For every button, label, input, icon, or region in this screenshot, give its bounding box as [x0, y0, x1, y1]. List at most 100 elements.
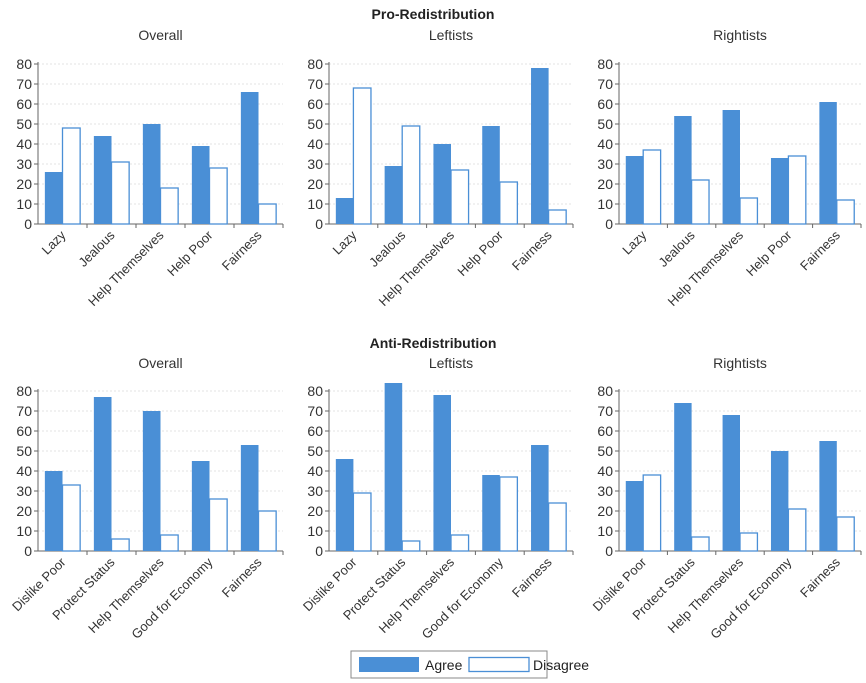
y-tick-label: 70 — [307, 403, 323, 419]
bar-disagree — [208, 167, 228, 225]
category-label: Good for Economy — [419, 554, 507, 642]
category-label: Lazy — [329, 227, 359, 257]
y-tick-label: 80 — [597, 383, 613, 399]
y-tick-label: 50 — [307, 116, 323, 132]
bar-disagree — [257, 510, 277, 552]
section-title-anti: Anti-Redistribution — [370, 335, 497, 351]
bar-agree — [531, 68, 549, 224]
bar-disagree — [836, 199, 855, 225]
y-tick-label: 40 — [16, 136, 32, 152]
bar-agree — [674, 403, 692, 551]
y-tick-label: 70 — [16, 76, 32, 92]
chart-panel: Overall 0 10 20 30 40 50 60 70 80 Lazy Jealous Help … — [16, 27, 284, 309]
bar-disagree — [401, 125, 421, 225]
bar-disagree — [61, 484, 81, 552]
bar-disagree — [159, 534, 179, 552]
panel-title: Rightists — [713, 355, 767, 371]
y-tick-label: 30 — [597, 156, 613, 172]
category-label: Good for Economy — [707, 554, 795, 642]
bar-disagree — [547, 502, 567, 552]
y-tick-label: 50 — [307, 443, 323, 459]
y-tick-label: 40 — [307, 463, 323, 479]
y-tick-label: 10 — [597, 523, 613, 539]
category-label: Fairness — [797, 227, 843, 273]
bar-disagree — [547, 209, 567, 225]
y-tick-label: 60 — [597, 96, 613, 112]
y-tick-label: 30 — [16, 156, 32, 172]
bar-agree — [335, 198, 354, 224]
bar-agree — [44, 471, 63, 551]
bar-disagree — [642, 474, 662, 552]
bar-agree — [191, 461, 210, 551]
bar-disagree — [159, 187, 179, 225]
bar-agree — [722, 110, 740, 224]
y-tick-label: 50 — [16, 443, 32, 459]
category-label: Fairness — [509, 227, 555, 273]
category-label: Good for Economy — [128, 554, 216, 642]
y-tick-label: 20 — [307, 176, 323, 192]
bar-disagree — [450, 169, 470, 225]
category-label: Help Poor — [743, 227, 795, 279]
category-label: Fairness — [219, 554, 265, 600]
y-tick-label: 0 — [315, 543, 323, 559]
bar-disagree — [208, 498, 228, 552]
bar-disagree — [110, 538, 130, 552]
chart-panel: Leftists 0 10 20 30 40 50 60 70 80 Lazy Jealous Help… — [307, 27, 574, 309]
bar-agree — [433, 395, 451, 551]
bar-agree — [240, 445, 259, 551]
bar-disagree — [499, 476, 519, 552]
bar-disagree — [787, 508, 807, 552]
bar-disagree — [257, 203, 277, 225]
legend: Agree Disagree — [350, 650, 589, 679]
category-label: Fairness — [219, 227, 265, 273]
category-label: Jealous — [366, 227, 409, 270]
bar-agree — [819, 102, 837, 224]
bar-disagree — [739, 532, 759, 552]
bar-agree — [384, 383, 403, 551]
panel-title: Rightists — [713, 27, 767, 43]
y-tick-label: 40 — [597, 136, 613, 152]
y-tick-label: 40 — [597, 463, 613, 479]
bar-disagree — [352, 492, 372, 552]
y-tick-label: 80 — [307, 56, 323, 72]
y-tick-label: 70 — [597, 403, 613, 419]
bar-disagree — [642, 149, 662, 225]
bar-disagree — [450, 534, 470, 552]
y-tick-label: 60 — [16, 96, 32, 112]
y-tick-label: 20 — [597, 503, 613, 519]
y-tick-label: 30 — [597, 483, 613, 499]
y-tick-label: 0 — [605, 216, 613, 232]
y-tick-label: 50 — [597, 443, 613, 459]
y-tick-label: 50 — [16, 116, 32, 132]
panel-title: Leftists — [429, 27, 473, 43]
y-tick-label: 10 — [307, 196, 323, 212]
y-tick-label: 70 — [16, 403, 32, 419]
y-tick-label: 30 — [307, 156, 323, 172]
y-tick-label: 60 — [597, 423, 613, 439]
y-tick-label: 10 — [16, 196, 32, 212]
bar-agree — [240, 92, 259, 224]
bar-disagree — [110, 161, 130, 225]
y-tick-label: 60 — [307, 96, 323, 112]
bar-agree — [433, 144, 451, 224]
category-label: Jealous — [655, 227, 698, 270]
bar-disagree — [499, 181, 519, 225]
y-tick-label: 80 — [16, 383, 32, 399]
bar-agree — [722, 415, 740, 551]
bar-agree — [335, 459, 354, 551]
panel-title: Overall — [138, 27, 182, 43]
y-tick-label: 40 — [307, 136, 323, 152]
y-tick-label: 80 — [16, 56, 32, 72]
y-tick-label: 0 — [605, 543, 613, 559]
category-label: Lazy — [39, 227, 69, 257]
y-tick-label: 80 — [307, 383, 323, 399]
bar-disagree — [401, 540, 421, 552]
legend-label-disagree: Disagree — [533, 657, 589, 673]
category-label: Fairness — [797, 554, 843, 600]
bar-disagree — [739, 197, 759, 225]
bar-agree — [819, 441, 837, 551]
bar-agree — [625, 156, 644, 224]
panel-title: Leftists — [429, 355, 473, 371]
